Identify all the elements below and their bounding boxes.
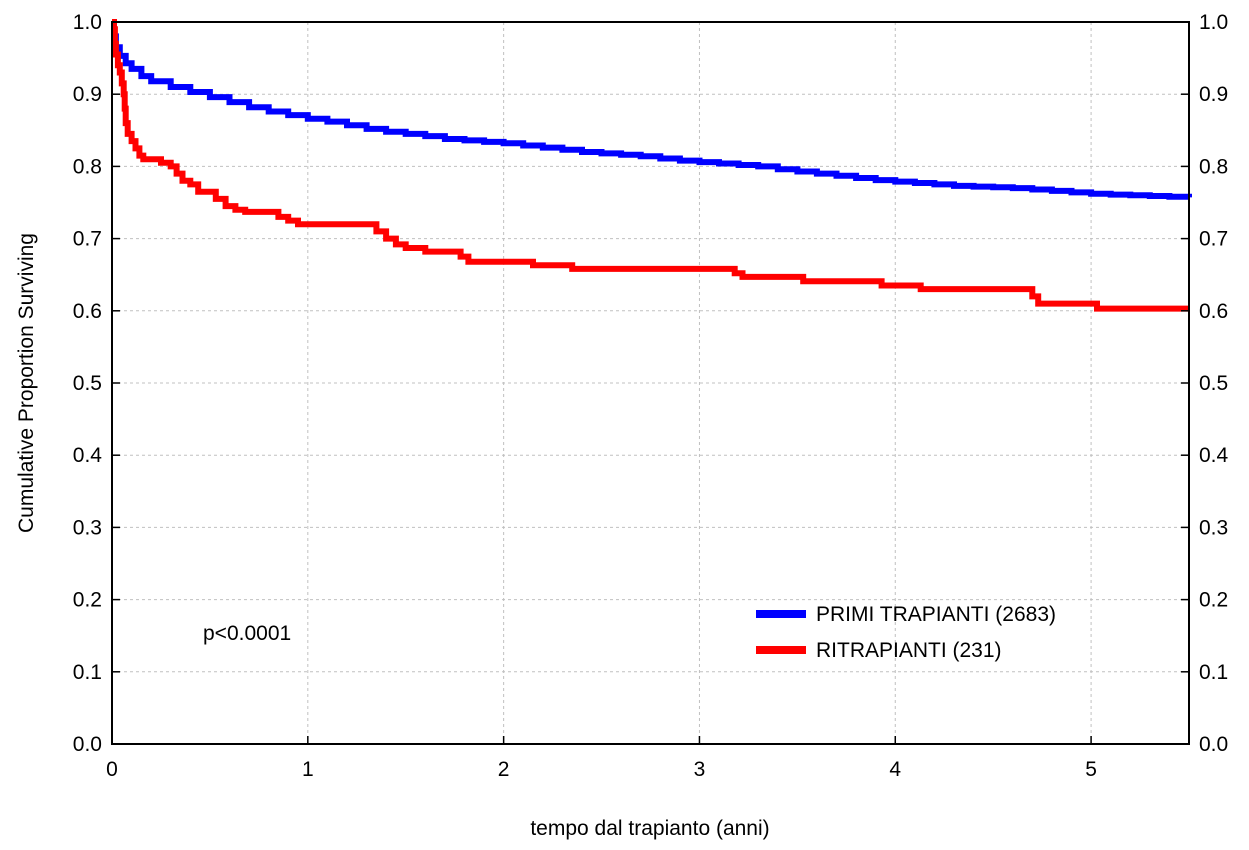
y-tick-label-left: 0.3	[73, 516, 102, 539]
x-tick-label: 5	[1085, 758, 1097, 781]
x-tick-label: 1	[302, 758, 314, 781]
y-tick-label-right: 0.5	[1199, 372, 1228, 395]
y-tick-label-left: 0.8	[73, 155, 102, 178]
legend-label-primi: PRIMI TRAPIANTI (2683)	[816, 603, 1056, 626]
y-axis-title: Cumulative Proportion Surviving	[15, 233, 38, 533]
y-tick-label-right: 0.8	[1199, 155, 1228, 178]
y-tick-label-right: 0.7	[1199, 228, 1228, 251]
y-tick-label-left: 0.5	[73, 372, 102, 395]
y-tick-label-right: 0.9	[1199, 83, 1228, 106]
x-tick-label: 3	[694, 758, 706, 781]
y-tick-label-left: 0.6	[73, 300, 102, 323]
y-tick-label-left: 0.9	[73, 83, 102, 106]
y-tick-label-left: 0.7	[73, 228, 102, 251]
y-tick-label-left: 0.0	[73, 733, 102, 756]
y-tick-label-left: 0.1	[73, 661, 102, 684]
y-tick-label-left: 1.0	[73, 11, 102, 34]
series-group	[111, 19, 1192, 312]
x-tick-label: 0	[106, 758, 118, 781]
x-tick-label: 2	[498, 758, 510, 781]
legend: PRIMI TRAPIANTI (2683) RITRAPIANTI (231)	[756, 603, 1056, 662]
y-tick-label-left: 0.2	[73, 589, 102, 612]
x-axis-title: tempo dal trapianto (anni)	[530, 817, 769, 840]
legend-label-ritrapianti: RITRAPIANTI (231)	[816, 639, 1002, 662]
series-line-primi-trapianti	[111, 19, 1192, 200]
y-tick-label-left: 0.4	[73, 444, 103, 467]
x-tick-label: 4	[889, 758, 901, 781]
y-tick-label-right: 0.4	[1199, 444, 1229, 467]
y-tick-label-right: 0.6	[1199, 300, 1228, 323]
series-line-ritrapianti	[111, 19, 1189, 312]
y-tick-label-right: 0.0	[1199, 733, 1228, 756]
y-tick-label-right: 1.0	[1199, 11, 1228, 34]
tick-labels: 0.0 0.0 0.1 0.1 0.2 0.2 0.3 0.3 0.4 0.4 0.5 0.5 0.6 0…	[73, 11, 1229, 781]
y-tick-label-right: 0.1	[1199, 661, 1228, 684]
y-tick-label-right: 0.2	[1199, 589, 1228, 612]
y-tick-label-right: 0.3	[1199, 516, 1228, 539]
p-value-annotation: p<0.0001	[203, 622, 291, 645]
tick-marks	[111, 21, 1189, 745]
